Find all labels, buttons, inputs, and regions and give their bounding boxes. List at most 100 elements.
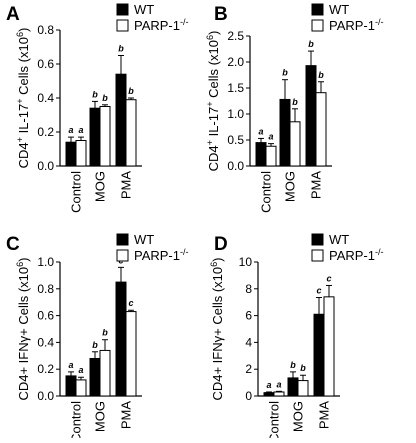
legend-swatch [116, 19, 129, 32]
significance-letter: b [92, 340, 98, 350]
significance-letter: b [102, 328, 108, 338]
y-axis-title-part-6: ) [206, 31, 221, 35]
y-axis-title-part-1: γ [16, 335, 31, 342]
y-tick-label: 0.8 [37, 23, 54, 37]
legend-label: WT [329, 2, 349, 17]
significance-letter: c [316, 286, 321, 296]
significance-letter: a [78, 365, 83, 375]
significance-letter: b [282, 68, 288, 78]
y-axis-title-part-1: γ [210, 335, 225, 342]
significance-letter: a [258, 126, 263, 136]
y-tick-label: 2 [245, 362, 252, 376]
significance-letter: a [268, 132, 273, 142]
panel-label: C [6, 234, 20, 255]
legend-swatch [311, 233, 324, 246]
significance-letter: b [102, 93, 108, 103]
bar-wt [263, 392, 275, 397]
legend-label-base: PARP-1 [134, 18, 180, 33]
bar-wt [89, 357, 101, 397]
y-tick-label: 0.2 [37, 362, 54, 376]
y-tick-label: 0.0 [37, 389, 54, 403]
x-tick-label: Control [69, 171, 84, 213]
x-tick-label: Control [259, 171, 274, 213]
legend-label-base: PARP-1 [134, 248, 180, 263]
legend-label: WT [329, 232, 349, 247]
x-tick-label: Control [69, 401, 84, 438]
y-axis-title-part-4: ) [210, 257, 225, 261]
y-tick-label: 0.6 [37, 309, 54, 323]
y-tick-label: 6 [245, 309, 252, 323]
y-axis-title-part-6: ) [16, 28, 31, 32]
legend-label: WT [134, 232, 154, 247]
legend-label-base: PARP-1 [329, 18, 375, 33]
y-axis-title-part-5: 6 [205, 35, 215, 40]
legend-label: WT [134, 2, 154, 17]
bar-wt [89, 107, 101, 167]
y-axis-title-part-2: + Cells (x10 [210, 267, 225, 336]
y-axis-title-part-0: CD4+ IFN [210, 342, 225, 400]
legend-swatch [311, 19, 324, 32]
significance-letter: a [266, 380, 271, 390]
legend-swatch [116, 233, 129, 246]
x-tick-label: PMA [119, 401, 134, 430]
y-axis-title-part-2: + Cells (x10 [16, 267, 31, 336]
bar-parp1 [125, 99, 137, 167]
bar-wt [313, 313, 325, 397]
bar-wt [65, 375, 77, 397]
legend-swatch [311, 3, 324, 16]
legend-label-base: PARP-1 [329, 248, 375, 263]
y-tick-label: 0.4 [37, 335, 54, 349]
bar-wt [255, 142, 267, 167]
panel-label: B [214, 4, 228, 25]
significance-letter: a [276, 379, 281, 389]
panel-label: D [214, 234, 228, 255]
x-tick-label: MOG [93, 401, 108, 432]
significance-letter: b [308, 39, 314, 49]
legend-swatch [311, 249, 324, 262]
bar-parp1 [315, 92, 327, 167]
y-axis-title-part-4: ) [16, 257, 31, 261]
y-axis-title-part-3: + [15, 98, 25, 103]
bar-parp1 [99, 106, 111, 167]
bar-parp1 [289, 121, 301, 167]
legend-label-base: WT [329, 232, 349, 247]
bar-parp1 [99, 349, 111, 397]
y-tick-label: 1.0 [227, 107, 244, 121]
y-axis-title-part-2: IL-17 [16, 104, 31, 137]
y-tick-label: 0.0 [227, 159, 244, 173]
x-tick-label: PMA [309, 171, 324, 200]
legend-label-base: WT [134, 232, 154, 247]
legend-label: PARP-1-/- [329, 17, 384, 33]
y-tick-label: 8 [245, 282, 252, 296]
significance-letter: c [326, 273, 331, 283]
y-axis-title-part-0: CD4 [206, 145, 221, 171]
y-tick-label: 0.8 [37, 282, 54, 296]
significance-letter: b [118, 44, 124, 54]
bar-wt [279, 98, 291, 167]
y-tick-label: 0.4 [37, 91, 54, 105]
significance-letter: c [128, 298, 133, 308]
bar-parp1 [323, 296, 335, 397]
y-axis-title-part-2: IL-17 [206, 107, 221, 140]
legend-swatch [116, 249, 129, 262]
bar-wt [305, 65, 317, 167]
y-axis-title-part-1: + [205, 140, 215, 145]
x-tick-label: MOG [93, 171, 108, 202]
y-axis-title-part-0: CD4+ IFN [16, 342, 31, 400]
bar-parp1 [75, 379, 87, 397]
y-axis-title: CD4+ IFNγ+ Cells (x106) [15, 257, 31, 400]
y-tick-label: 1.0 [37, 255, 54, 269]
legend-label: PARP-1-/- [134, 17, 189, 33]
bar-wt [115, 281, 127, 397]
bar-parp1 [75, 140, 87, 167]
y-axis-title: CD4+ IFNγ+ Cells (x106) [209, 257, 225, 400]
x-tick-label: PMA [317, 401, 332, 430]
legend-label-sup: -/- [180, 17, 189, 27]
bar-wt [65, 141, 77, 167]
y-tick-label: 0.5 [227, 133, 244, 147]
x-tick-label: MOG [291, 401, 306, 432]
